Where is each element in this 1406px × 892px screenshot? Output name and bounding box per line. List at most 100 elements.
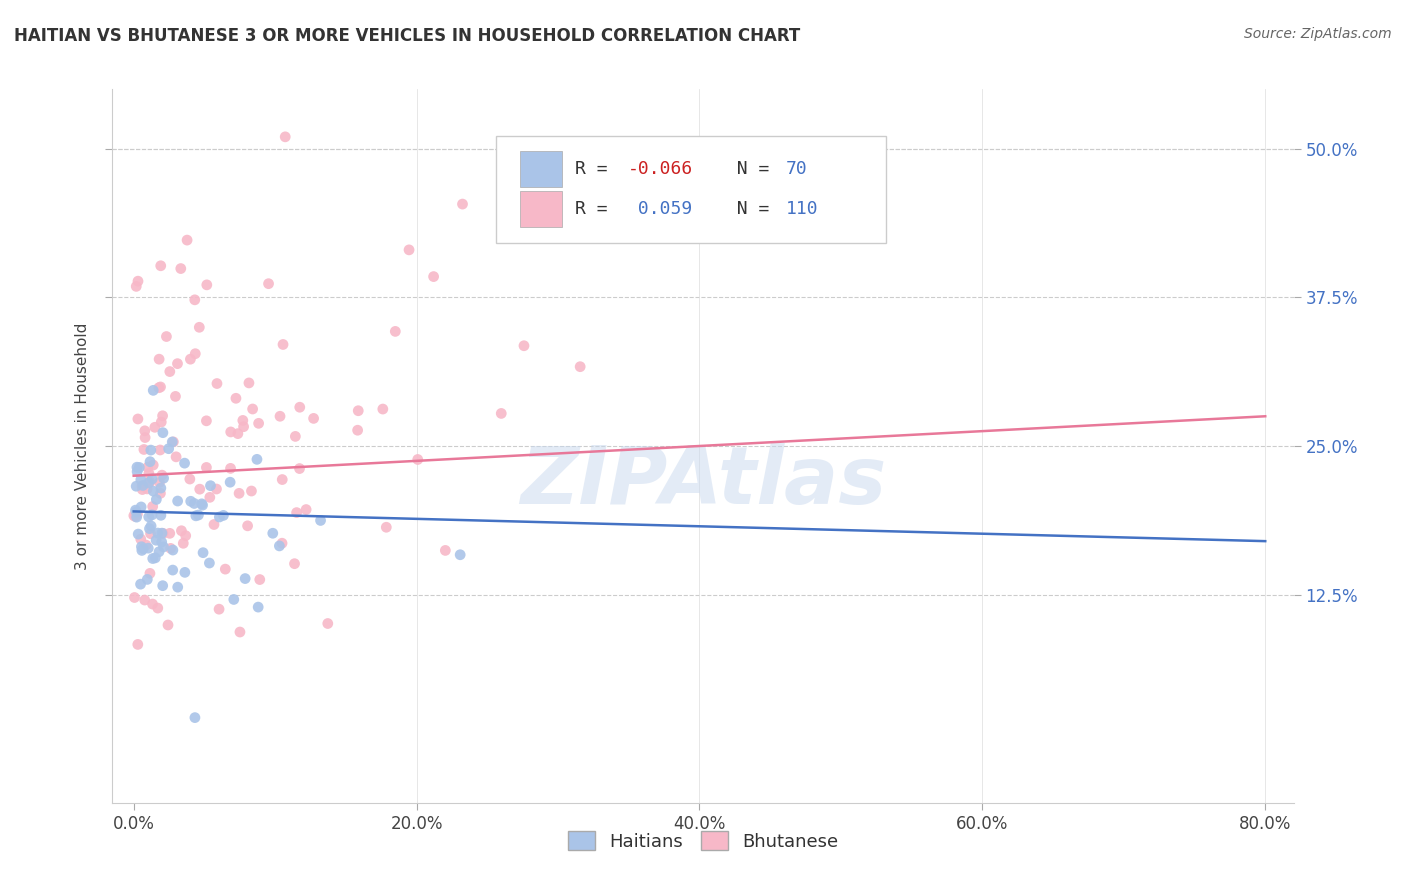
Point [232, 413, 254, 427]
Point [162, 434, 184, 449]
Point [141, 472, 163, 486]
Point [170, 261, 193, 276]
Point [302, 411, 325, 425]
Point [166, 357, 188, 371]
Point [226, 426, 249, 441]
Legend: Haitians, Bhutanese: Haitians, Bhutanese [560, 824, 846, 858]
Point [143, 420, 166, 434]
Point [159, 541, 181, 556]
Point [233, 572, 256, 586]
Point [257, 277, 280, 291]
Point [132, 442, 155, 457]
Point [208, 602, 231, 616]
Point [513, 339, 536, 353]
Point [148, 545, 170, 559]
Point [136, 573, 159, 587]
Point [274, 129, 297, 144]
Point [138, 522, 160, 536]
Point [569, 359, 592, 374]
Point [142, 551, 165, 566]
Point [155, 329, 177, 343]
Point [198, 556, 221, 570]
Text: 70: 70 [786, 161, 807, 178]
Point [205, 482, 228, 496]
Point [173, 566, 195, 580]
Point [375, 520, 398, 534]
Point [141, 597, 163, 611]
Point [229, 625, 252, 640]
Point [148, 475, 170, 490]
Point [138, 475, 160, 490]
Point [159, 365, 181, 379]
Point [124, 591, 146, 605]
Point [152, 526, 174, 541]
Point [141, 508, 163, 522]
Point [247, 417, 270, 431]
Point [269, 409, 291, 424]
Point [208, 510, 231, 524]
Point [145, 492, 167, 507]
Point [134, 424, 156, 438]
Point [152, 425, 174, 440]
Point [195, 460, 218, 475]
Text: R =: R = [575, 161, 619, 178]
Point [127, 637, 149, 651]
Point [295, 502, 318, 516]
Point [451, 197, 474, 211]
Point [142, 384, 165, 398]
Point [132, 541, 155, 556]
Point [225, 392, 247, 406]
Point [262, 526, 284, 541]
Point [156, 618, 179, 632]
Point [238, 376, 260, 390]
Point [131, 543, 153, 558]
Point [309, 513, 332, 527]
Point [173, 456, 195, 470]
Point [188, 320, 211, 334]
Point [179, 472, 201, 486]
Point [138, 475, 160, 490]
Point [134, 431, 156, 445]
Point [219, 425, 242, 439]
Point [125, 479, 148, 493]
Point [129, 532, 152, 546]
Point [214, 562, 236, 576]
Point [139, 475, 162, 489]
Point [184, 293, 207, 307]
Point [124, 509, 146, 524]
Point [138, 509, 160, 524]
Point [143, 550, 166, 565]
Point [150, 468, 173, 483]
Point [124, 503, 146, 517]
Point [159, 526, 181, 541]
Text: 0.059: 0.059 [627, 200, 693, 218]
Point [247, 600, 270, 615]
Point [149, 380, 172, 394]
Point [183, 496, 205, 510]
Point [127, 274, 149, 288]
Point [149, 442, 172, 457]
Point [228, 486, 250, 500]
Point [232, 419, 254, 434]
Point [152, 540, 174, 554]
Text: Source: ZipAtlas.com: Source: ZipAtlas.com [1244, 27, 1392, 41]
Point [269, 539, 291, 553]
Point [179, 352, 201, 367]
Point [139, 526, 162, 541]
Point [449, 548, 471, 562]
Point [165, 450, 187, 464]
Point [145, 533, 167, 548]
Point [132, 478, 155, 492]
Point [316, 616, 339, 631]
Text: 110: 110 [786, 200, 818, 218]
Point [149, 259, 172, 273]
Point [135, 538, 157, 552]
Point [219, 475, 242, 490]
Point [142, 458, 165, 472]
Point [195, 414, 218, 428]
Text: HAITIAN VS BHUTANESE 3 OR MORE VEHICLES IN HOUSEHOLD CORRELATION CHART: HAITIAN VS BHUTANESE 3 OR MORE VEHICLES … [14, 27, 800, 45]
Point [152, 409, 174, 423]
Point [187, 508, 209, 522]
Point [240, 483, 263, 498]
Text: N =: N = [714, 200, 780, 218]
